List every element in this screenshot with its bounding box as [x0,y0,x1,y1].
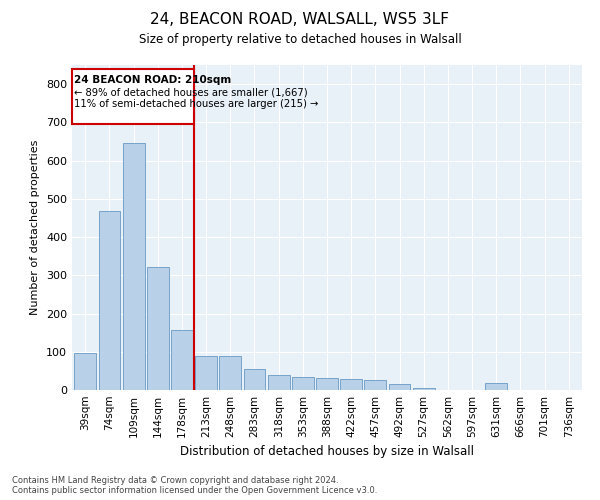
Bar [98,211,121,390]
Text: Contains HM Land Registry data © Crown copyright and database right 2024.: Contains HM Land Registry data © Crown c… [12,476,338,485]
Y-axis label: Number of detached properties: Number of detached properties [31,140,40,315]
Bar [316,378,338,390]
Bar [292,376,314,390]
X-axis label: Distribution of detached houses by size in Walsall: Distribution of detached houses by size … [180,446,474,458]
Bar [413,388,434,390]
Bar [364,380,386,390]
Text: Contains public sector information licensed under the Open Government Licence v3: Contains public sector information licen… [12,486,377,495]
Bar [147,267,169,390]
Bar [74,353,96,390]
Bar [220,356,241,390]
Bar [123,144,145,390]
Text: 11% of semi-detached houses are larger (215) →: 11% of semi-detached houses are larger (… [74,98,319,108]
Bar [389,384,410,390]
Bar [485,383,507,390]
Text: 24 BEACON ROAD: 210sqm: 24 BEACON ROAD: 210sqm [74,74,232,85]
Text: ← 89% of detached houses are smaller (1,667): ← 89% of detached houses are smaller (1,… [74,87,308,97]
Text: 24, BEACON ROAD, WALSALL, WS5 3LF: 24, BEACON ROAD, WALSALL, WS5 3LF [151,12,449,28]
Bar [72,69,194,124]
Bar [340,380,362,390]
Text: Size of property relative to detached houses in Walsall: Size of property relative to detached ho… [139,32,461,46]
Bar [268,374,290,390]
Bar [171,330,193,390]
Bar [244,369,265,390]
Bar [195,356,217,390]
